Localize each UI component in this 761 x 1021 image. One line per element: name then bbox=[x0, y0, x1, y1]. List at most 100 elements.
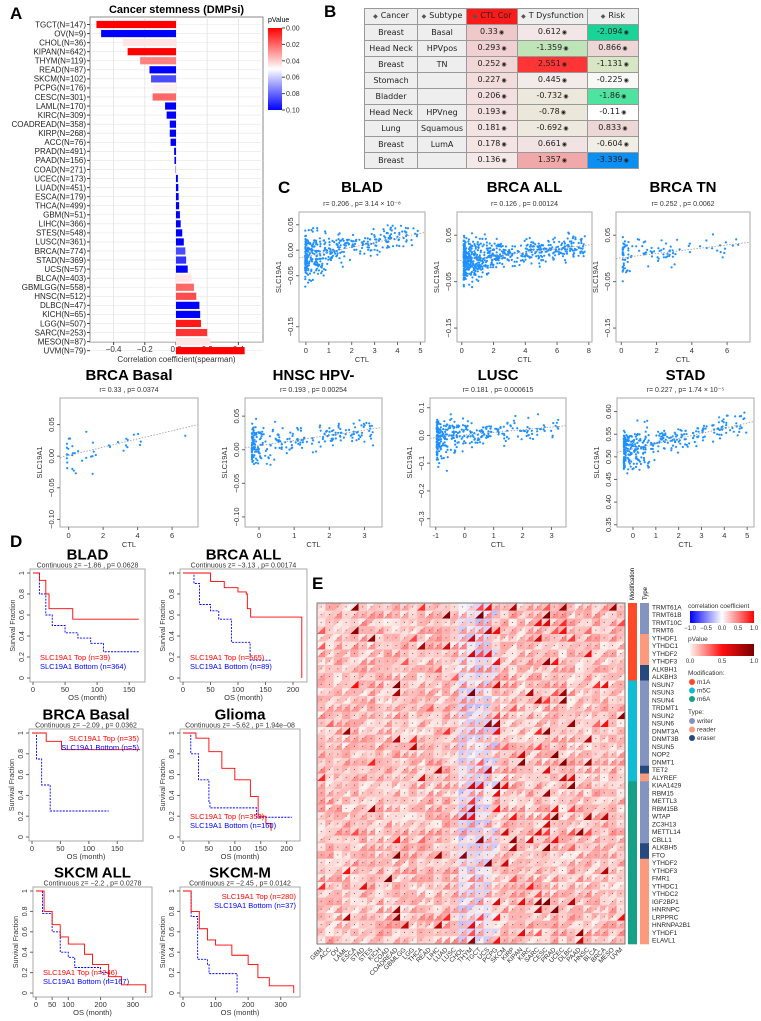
data-point bbox=[642, 439, 646, 442]
significance-dot bbox=[603, 699, 605, 701]
significance-dot bbox=[337, 652, 339, 654]
significance-dot bbox=[378, 691, 380, 693]
significance-dot bbox=[462, 652, 464, 654]
data-point bbox=[262, 426, 265, 430]
significance-dot bbox=[412, 699, 414, 701]
data-point bbox=[359, 252, 362, 255]
data-point bbox=[321, 262, 324, 265]
data-point bbox=[644, 446, 647, 449]
data-point bbox=[498, 261, 501, 265]
data-point bbox=[389, 228, 392, 231]
data-point bbox=[536, 430, 539, 433]
data-point bbox=[644, 448, 647, 451]
data-point bbox=[470, 446, 474, 449]
plot-title: HNSC HPV- bbox=[273, 367, 355, 384]
heatmap-pvalue-triangle bbox=[508, 719, 517, 727]
significance-dot bbox=[520, 722, 522, 724]
data-point bbox=[622, 262, 625, 265]
data-point bbox=[670, 266, 673, 269]
plot-title: SKCM ALL bbox=[54, 865, 131, 882]
significance-dot bbox=[603, 660, 605, 662]
plot-frame bbox=[298, 211, 426, 343]
km-curve-top bbox=[32, 732, 140, 751]
data-point bbox=[339, 244, 342, 247]
data-point bbox=[628, 462, 631, 465]
data-point bbox=[323, 433, 326, 436]
significance-dot bbox=[370, 676, 372, 678]
significance-dot bbox=[512, 683, 514, 685]
data-point bbox=[472, 269, 475, 272]
category-label: OV(N=9) bbox=[54, 29, 86, 38]
x-tick-label: 6 bbox=[725, 346, 729, 355]
heatmap-cell bbox=[441, 727, 451, 735]
significance-dot bbox=[603, 614, 605, 616]
y-tick-label: −0.05 bbox=[286, 266, 295, 285]
data-point bbox=[252, 441, 255, 444]
significance-dot bbox=[387, 683, 389, 685]
data-point bbox=[412, 227, 415, 230]
significance-dot bbox=[512, 738, 514, 740]
data-point bbox=[573, 249, 576, 252]
significance-dot bbox=[354, 769, 355, 771]
data-point bbox=[335, 250, 338, 253]
heatmap-pvalue-triangle bbox=[558, 750, 567, 758]
data-point bbox=[463, 276, 467, 280]
significance-dot bbox=[537, 769, 539, 771]
significance-dot bbox=[528, 606, 530, 608]
significance-dot bbox=[345, 699, 347, 701]
significance-dot bbox=[345, 745, 347, 747]
category-label: READ(N=87) bbox=[39, 66, 86, 75]
data-point bbox=[497, 433, 500, 436]
data-point bbox=[521, 259, 524, 262]
data-point bbox=[472, 260, 475, 263]
heatmap-pvalue-triangle bbox=[500, 672, 509, 681]
heatmap-pvalue-triangle bbox=[533, 680, 542, 689]
significance-dot bbox=[553, 621, 555, 623]
data-point bbox=[338, 241, 341, 244]
significance-dot bbox=[337, 699, 339, 701]
significance-dot bbox=[378, 645, 380, 647]
x-tick-label: 4 bbox=[690, 346, 694, 355]
significance-dot bbox=[354, 637, 355, 639]
data-point bbox=[676, 451, 680, 454]
data-point bbox=[662, 253, 665, 256]
data-point bbox=[311, 258, 314, 261]
significance-dot bbox=[562, 652, 564, 654]
data-point bbox=[454, 443, 457, 446]
heatmap-pvalue-triangle bbox=[583, 734, 592, 743]
significance-dot bbox=[578, 676, 580, 678]
data-point bbox=[307, 262, 310, 265]
data-point bbox=[725, 431, 728, 434]
data-point bbox=[358, 238, 361, 241]
x-tick-label: 0 bbox=[67, 531, 71, 540]
significance-dot bbox=[420, 676, 422, 678]
significance-dot bbox=[612, 722, 613, 724]
data-point bbox=[539, 254, 543, 257]
data-point bbox=[360, 246, 364, 250]
heatmap-pvalue-triangle bbox=[325, 750, 334, 758]
significance-dot bbox=[528, 676, 530, 678]
significance-dot bbox=[578, 637, 580, 639]
significance-dot bbox=[562, 753, 564, 755]
significance-dot bbox=[395, 629, 397, 631]
significance-dot bbox=[395, 614, 397, 616]
significance-dot bbox=[470, 738, 472, 740]
plot-title: BRCA ALL bbox=[206, 547, 282, 564]
heatmap-pvalue-triangle bbox=[616, 742, 625, 751]
data-point bbox=[561, 252, 564, 255]
significance-dot bbox=[503, 699, 505, 701]
significance-dot bbox=[420, 730, 422, 732]
heatmap-pvalue-triangle bbox=[591, 727, 601, 735]
bar bbox=[176, 174, 178, 183]
significance-dot bbox=[395, 637, 397, 639]
significance-dot bbox=[462, 629, 464, 631]
significance-dot bbox=[503, 722, 505, 724]
significance-dot bbox=[553, 614, 555, 616]
data-point bbox=[398, 244, 401, 248]
category-label: GBMLGG(N=558) bbox=[22, 283, 87, 292]
data-point bbox=[271, 430, 274, 433]
data-point bbox=[735, 425, 738, 428]
data-point bbox=[280, 446, 283, 449]
